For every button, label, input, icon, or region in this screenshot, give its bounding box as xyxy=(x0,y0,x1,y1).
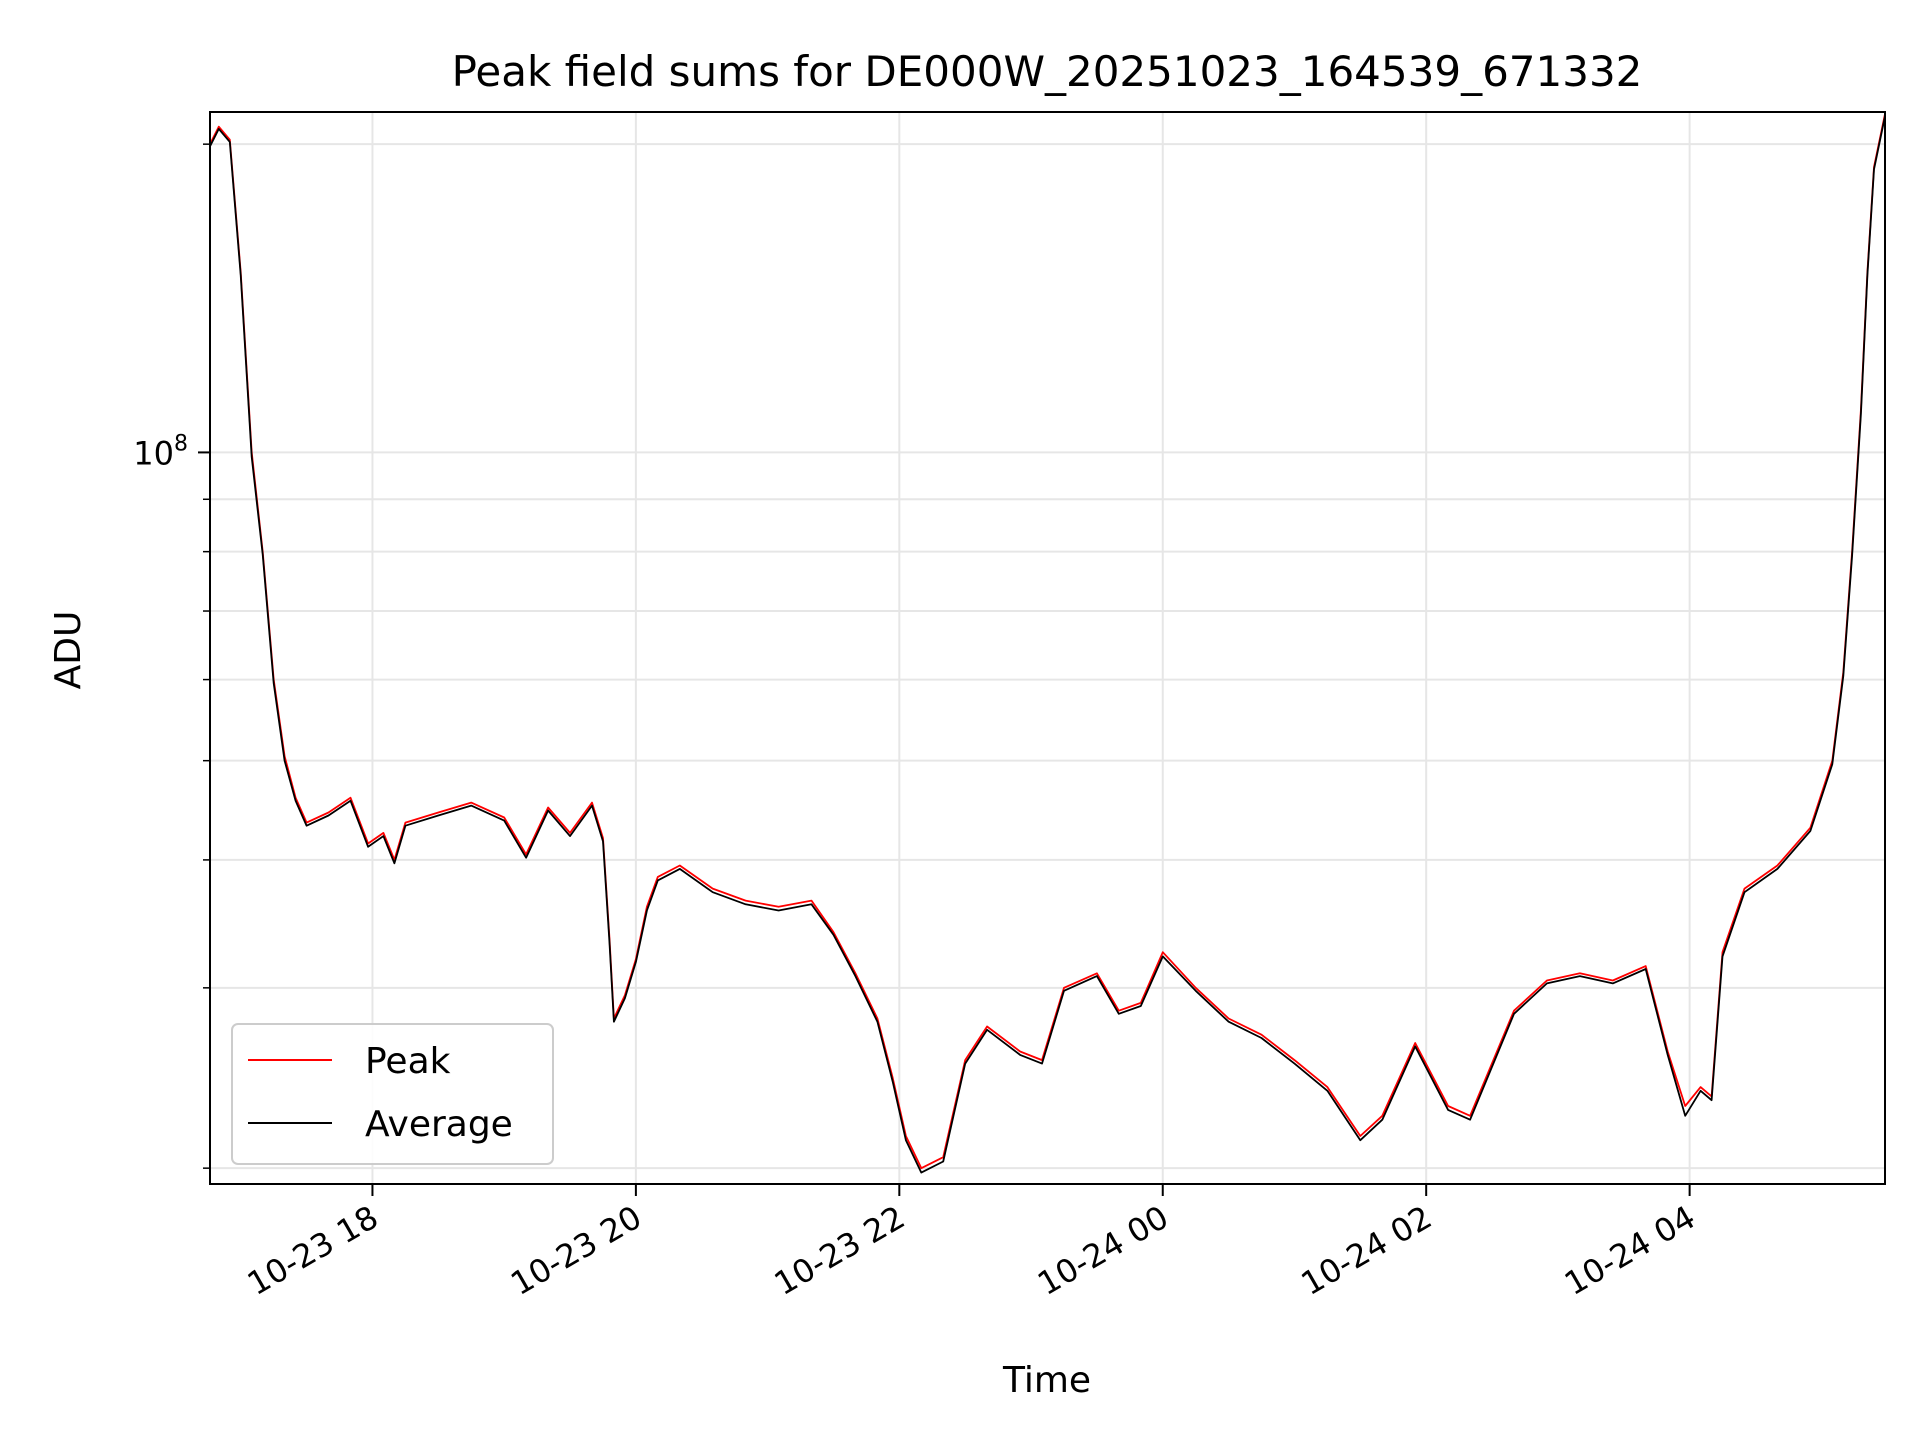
legend: Peak Average xyxy=(231,1023,554,1165)
chart-title: Peak field sums for DE000W_20251023_1645… xyxy=(452,47,1643,96)
y-tick-label: 108 xyxy=(133,431,188,472)
legend-label-average: Average xyxy=(365,1104,513,1145)
plot-series xyxy=(209,113,1886,1174)
y-axis: 108 xyxy=(133,143,210,1169)
x-axis-label: Time xyxy=(1002,1360,1091,1401)
plot-frame xyxy=(209,111,1886,1185)
series-line-average xyxy=(209,116,1886,1174)
series-line-peak xyxy=(209,113,1886,1170)
legend-label-peak: Peak xyxy=(365,1041,451,1082)
grid xyxy=(210,112,1885,1184)
y-axis-label: ADU xyxy=(48,611,89,690)
